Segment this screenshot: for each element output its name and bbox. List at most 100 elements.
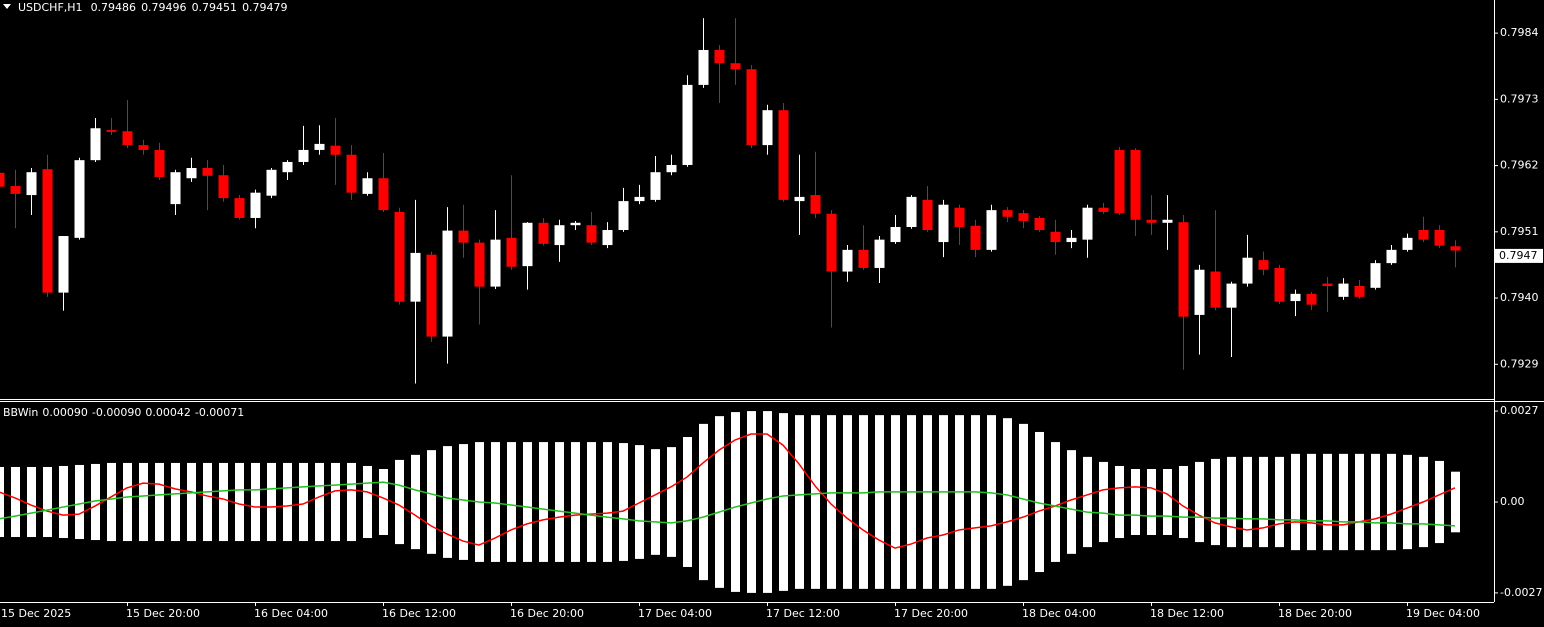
candle-body <box>186 167 197 179</box>
band-column <box>651 449 660 555</box>
band-column <box>1067 450 1076 554</box>
band-column <box>731 412 740 592</box>
y-tick-label: 0.7962 <box>1500 159 1539 172</box>
band-column <box>1339 453 1348 551</box>
symbol-menu-arrow <box>3 4 11 9</box>
candle-body <box>714 49 725 64</box>
x-tick-label: 15 Dec 2025 <box>1 607 71 620</box>
band-column <box>123 462 132 542</box>
x-tick-label: 16 Dec 20:00 <box>510 607 584 620</box>
band-column <box>1403 454 1412 550</box>
candle-body <box>858 249 869 268</box>
candle-body <box>170 172 181 205</box>
band-column <box>571 442 580 562</box>
band-column <box>603 442 612 562</box>
band-column <box>219 462 228 542</box>
x-tick-label: 18 Dec 20:00 <box>1278 607 1352 620</box>
band-column <box>987 415 996 589</box>
indicator-line <box>0 433 1456 549</box>
y-tick-label: 0.7973 <box>1500 92 1539 105</box>
price-marker-label: 0.7947 <box>1499 249 1538 262</box>
candle-body <box>1098 207 1109 212</box>
candle-body <box>570 222 581 226</box>
band-column <box>1211 458 1220 546</box>
candle-body <box>90 128 101 161</box>
band-column <box>1115 465 1124 539</box>
candle-body <box>298 149 309 162</box>
chart-header: USDCHF,H1 0.79486 0.79496 0.79451 0.79479 <box>18 1 288 14</box>
candle-body <box>42 169 53 293</box>
band-column <box>75 464 84 540</box>
band-column <box>859 415 868 589</box>
candle-body <box>426 254 437 337</box>
candle-body <box>330 145 341 155</box>
y-tick-label: 0.0027 <box>1500 404 1539 417</box>
candle-body <box>1178 222 1189 317</box>
candle-body <box>538 222 549 244</box>
candle-body <box>1274 267 1285 302</box>
band-column <box>507 442 516 562</box>
band-column <box>1355 453 1364 551</box>
band-column <box>283 462 292 542</box>
candle-body <box>410 252 421 302</box>
band-column <box>1131 469 1140 535</box>
candle-body <box>746 69 757 146</box>
band-column <box>1003 418 1012 586</box>
candle-body <box>954 207 965 227</box>
band-column <box>715 416 724 588</box>
y-tick-label: -0.0027 <box>1500 586 1542 599</box>
band-column <box>155 462 164 542</box>
band-column <box>1227 456 1236 548</box>
candle-body <box>778 110 789 200</box>
band-column <box>1371 453 1380 551</box>
x-tick-label: 17 Dec 04:00 <box>638 607 712 620</box>
candle-body <box>602 230 613 246</box>
candle-body <box>874 239 885 268</box>
candle-body <box>906 196 917 227</box>
candle-body <box>730 63 741 70</box>
band-column <box>1323 453 1332 551</box>
x-tick-label: 16 Dec 04:00 <box>254 607 328 620</box>
candle-body <box>458 230 469 243</box>
indicator-panel <box>0 411 1460 593</box>
band-column <box>795 415 804 589</box>
candle-body <box>1082 207 1093 240</box>
band-column <box>43 466 52 538</box>
readout-close: 0.79479 <box>242 1 288 14</box>
band-column <box>107 462 116 542</box>
x-tick-label: 17 Dec 12:00 <box>766 607 840 620</box>
candle-body <box>1338 283 1349 297</box>
candle-body <box>0 172 5 187</box>
candle-body <box>26 172 37 196</box>
band-column <box>171 462 180 542</box>
x-tick-label: 16 Dec 12:00 <box>382 607 456 620</box>
candle-body <box>986 210 997 250</box>
candle-body <box>1130 149 1141 220</box>
candle-body <box>810 195 821 214</box>
candle-body <box>522 222 533 267</box>
candle-body <box>154 149 165 178</box>
band-column <box>619 443 628 561</box>
band-column <box>395 459 404 545</box>
candle-body <box>1114 149 1125 214</box>
indicator-readout: -0.00090 <box>92 406 141 419</box>
indicator-readout: -0.00071 <box>195 406 244 419</box>
candle-body <box>1146 219 1157 223</box>
band-column <box>235 462 244 542</box>
x-tick-label: 15 Dec 20:00 <box>126 607 200 620</box>
candle-body <box>1258 260 1269 270</box>
band-column <box>459 444 468 560</box>
candle-body <box>1306 293 1317 305</box>
band-column <box>1019 423 1028 581</box>
y-tick-label: 0.7929 <box>1500 357 1539 370</box>
band-column <box>1195 461 1204 543</box>
band-column <box>443 446 452 558</box>
band-column <box>1259 456 1268 548</box>
candle-body <box>282 161 293 173</box>
candle-body <box>266 169 277 196</box>
candle-body <box>106 130 117 132</box>
band-column <box>1051 442 1060 562</box>
candle-body <box>234 198 245 218</box>
band-column <box>1163 469 1172 535</box>
